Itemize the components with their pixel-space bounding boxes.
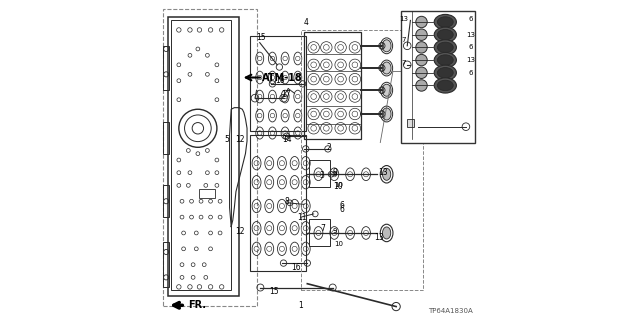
Ellipse shape — [437, 42, 453, 52]
Bar — [163, 122, 170, 154]
Ellipse shape — [382, 62, 391, 74]
Bar — [171, 20, 231, 290]
Text: 14: 14 — [282, 135, 291, 144]
Text: 6: 6 — [468, 70, 473, 76]
Text: 2: 2 — [326, 143, 332, 152]
Bar — [163, 46, 170, 90]
Bar — [250, 135, 306, 271]
Ellipse shape — [437, 80, 453, 91]
Bar — [163, 185, 170, 217]
Text: 1: 1 — [299, 301, 303, 310]
Text: 13: 13 — [399, 16, 408, 22]
Text: 9: 9 — [333, 168, 338, 177]
Bar — [200, 188, 215, 198]
Text: 6: 6 — [340, 205, 345, 214]
Bar — [309, 219, 330, 246]
Text: 5: 5 — [224, 135, 229, 144]
Text: 10: 10 — [333, 182, 343, 191]
Circle shape — [416, 29, 428, 40]
Text: 8: 8 — [284, 197, 289, 206]
Text: 17: 17 — [281, 91, 291, 100]
Text: 6: 6 — [340, 202, 345, 211]
Ellipse shape — [434, 78, 456, 93]
Ellipse shape — [437, 55, 453, 65]
Text: 15: 15 — [256, 33, 266, 42]
Text: 6: 6 — [468, 16, 473, 22]
Ellipse shape — [434, 14, 456, 30]
Circle shape — [416, 80, 428, 91]
Ellipse shape — [434, 52, 456, 68]
Ellipse shape — [382, 84, 391, 96]
Text: 7: 7 — [321, 224, 326, 233]
Text: FR.: FR. — [188, 300, 206, 310]
Ellipse shape — [434, 27, 456, 42]
Ellipse shape — [437, 68, 453, 78]
Ellipse shape — [382, 108, 391, 120]
Text: 12: 12 — [236, 135, 245, 144]
Ellipse shape — [383, 227, 391, 239]
Text: 16: 16 — [291, 263, 301, 272]
Ellipse shape — [383, 168, 391, 180]
Text: 13: 13 — [379, 168, 388, 177]
Ellipse shape — [437, 29, 453, 40]
Text: 11: 11 — [297, 212, 307, 222]
Text: ATM-18: ATM-18 — [262, 73, 302, 83]
Text: 3: 3 — [319, 172, 324, 180]
Text: 12: 12 — [236, 227, 245, 236]
Bar — [250, 36, 306, 132]
Text: 15: 15 — [269, 287, 279, 296]
Text: 13: 13 — [466, 32, 475, 38]
Text: 6: 6 — [468, 44, 473, 50]
Text: 7: 7 — [401, 37, 406, 43]
Text: 9: 9 — [333, 171, 337, 177]
Text: 16: 16 — [276, 76, 285, 85]
Ellipse shape — [434, 65, 456, 80]
Ellipse shape — [437, 17, 453, 27]
Text: TP64A1830A: TP64A1830A — [428, 308, 472, 314]
Circle shape — [416, 54, 428, 66]
Bar — [301, 30, 423, 290]
Text: 9: 9 — [333, 228, 337, 234]
Bar — [304, 32, 361, 140]
Ellipse shape — [382, 40, 391, 52]
Bar — [309, 160, 330, 187]
Bar — [163, 9, 257, 306]
Bar — [407, 119, 414, 127]
Circle shape — [416, 67, 428, 78]
Ellipse shape — [434, 40, 456, 55]
Text: 7: 7 — [401, 60, 406, 66]
Circle shape — [416, 42, 428, 53]
Text: 10: 10 — [334, 182, 343, 188]
Text: 4: 4 — [303, 18, 308, 27]
Circle shape — [416, 16, 428, 28]
Text: 13: 13 — [374, 233, 383, 242]
Text: 13: 13 — [466, 57, 475, 63]
Bar — [168, 17, 239, 296]
Text: 10: 10 — [334, 241, 343, 247]
Bar — [401, 11, 476, 142]
Bar — [163, 243, 170, 287]
